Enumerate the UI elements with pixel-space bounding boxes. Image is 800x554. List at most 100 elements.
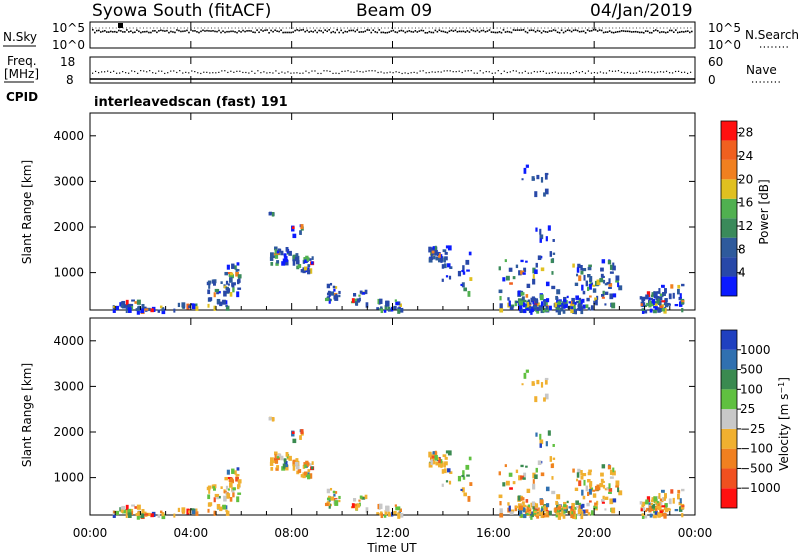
velocity-pixel xyxy=(566,500,569,504)
nave-point xyxy=(578,72,581,74)
velocity-pixel xyxy=(641,504,645,509)
velocity-pixel xyxy=(650,505,655,512)
noise-point xyxy=(670,29,673,32)
velocity-pixel xyxy=(547,430,551,436)
velocity-pixel xyxy=(226,469,230,475)
power-pixel xyxy=(508,300,511,307)
nave-point xyxy=(137,72,139,74)
velocity-pixel xyxy=(235,476,239,482)
velocity-pixel xyxy=(602,480,605,483)
power-pixel xyxy=(282,258,286,264)
power-colorbar-tick-label: 12 xyxy=(738,219,753,233)
power-pixel xyxy=(567,305,572,309)
power-pixel xyxy=(285,259,289,266)
power-pixel xyxy=(677,288,680,295)
velocity-pixel xyxy=(672,497,675,504)
noise-point xyxy=(490,31,493,33)
nave-point xyxy=(368,70,370,72)
date-title: 04/Jan/2019 xyxy=(590,1,693,21)
velocity-pixel xyxy=(544,377,549,381)
power-pixel xyxy=(552,238,555,242)
velocity-pixel xyxy=(543,397,546,402)
power-pixel xyxy=(651,292,655,296)
power-pixel xyxy=(552,252,556,255)
power-pixel xyxy=(654,303,658,306)
noise-point xyxy=(156,31,158,34)
power-pixel xyxy=(177,302,181,308)
noise-point xyxy=(530,29,533,32)
velocity-pixel xyxy=(641,513,645,516)
noise-point xyxy=(576,29,579,32)
velocity-pixel xyxy=(387,511,391,515)
power-pixel xyxy=(355,301,359,306)
velocity-pixel xyxy=(509,487,513,490)
power-pixel xyxy=(338,294,341,298)
power-pixel xyxy=(440,258,443,263)
power-pixel xyxy=(498,289,503,294)
velocity-pixel xyxy=(657,503,660,506)
velocity-pixel xyxy=(461,487,465,493)
velocity-pixel xyxy=(557,509,560,514)
noise-point xyxy=(564,30,567,33)
noise-point xyxy=(442,30,445,33)
velocity-pixel xyxy=(611,507,616,514)
nave-point xyxy=(398,71,400,74)
noise-point xyxy=(212,29,214,32)
velocity-colorbar-swatch xyxy=(721,468,737,489)
noise-point xyxy=(380,31,383,34)
velocity-pixel xyxy=(214,493,219,498)
velocity-pixel xyxy=(159,510,163,514)
nave-point xyxy=(560,72,562,74)
velocity-pixel xyxy=(432,451,436,458)
power-pixel xyxy=(444,251,448,255)
velocity-pixel xyxy=(681,505,685,508)
noise-point xyxy=(364,30,367,33)
nave-point xyxy=(380,71,382,73)
power-pixel xyxy=(125,304,128,308)
velocity-pixel xyxy=(668,498,672,505)
power-pixel xyxy=(536,174,540,180)
velocity-pixel xyxy=(612,498,617,503)
velocity-pixel xyxy=(387,513,392,517)
power-pixel xyxy=(112,309,116,313)
velocity-pixel xyxy=(441,483,444,487)
nave-point xyxy=(437,71,439,73)
power-pixel xyxy=(127,303,132,308)
power-pixel xyxy=(581,298,585,303)
velocity-pixel xyxy=(612,467,615,473)
power-pixel xyxy=(536,309,540,314)
noise-point xyxy=(554,29,557,32)
nave-point xyxy=(539,70,541,73)
velocity-pixel xyxy=(608,488,613,492)
noise-point xyxy=(510,31,513,34)
noise-point xyxy=(118,29,120,32)
y-tick-label: 2000 xyxy=(53,220,84,234)
power-pixel xyxy=(120,301,125,306)
power-colorbar-frame xyxy=(720,120,738,297)
power-pixel xyxy=(330,282,333,286)
noise-point xyxy=(262,30,264,32)
nave-point xyxy=(134,70,136,73)
power-pixel xyxy=(268,211,272,216)
power-pixel xyxy=(277,248,282,253)
power-pixel xyxy=(212,281,216,284)
power-pixel xyxy=(601,293,605,297)
noise-point xyxy=(150,31,152,34)
velocity-pixel xyxy=(523,472,527,477)
velocity-pixel xyxy=(430,459,433,466)
power-pixel xyxy=(531,178,535,181)
power-colorbar-swatch xyxy=(721,257,737,277)
power-pixel xyxy=(526,283,531,289)
power-pixel xyxy=(334,295,339,301)
power-pixel xyxy=(551,271,554,275)
power-pixel xyxy=(309,258,312,261)
power-pixel xyxy=(466,269,470,272)
power-pixel xyxy=(604,291,609,295)
power-pixel xyxy=(222,299,226,305)
velocity-pixel xyxy=(498,471,501,476)
velocity-pixel xyxy=(177,507,181,513)
freq-tick-top: 18 xyxy=(60,55,75,69)
velocity-pixel xyxy=(213,497,216,503)
noise-point xyxy=(640,31,643,34)
velocity-pixel xyxy=(592,493,597,498)
